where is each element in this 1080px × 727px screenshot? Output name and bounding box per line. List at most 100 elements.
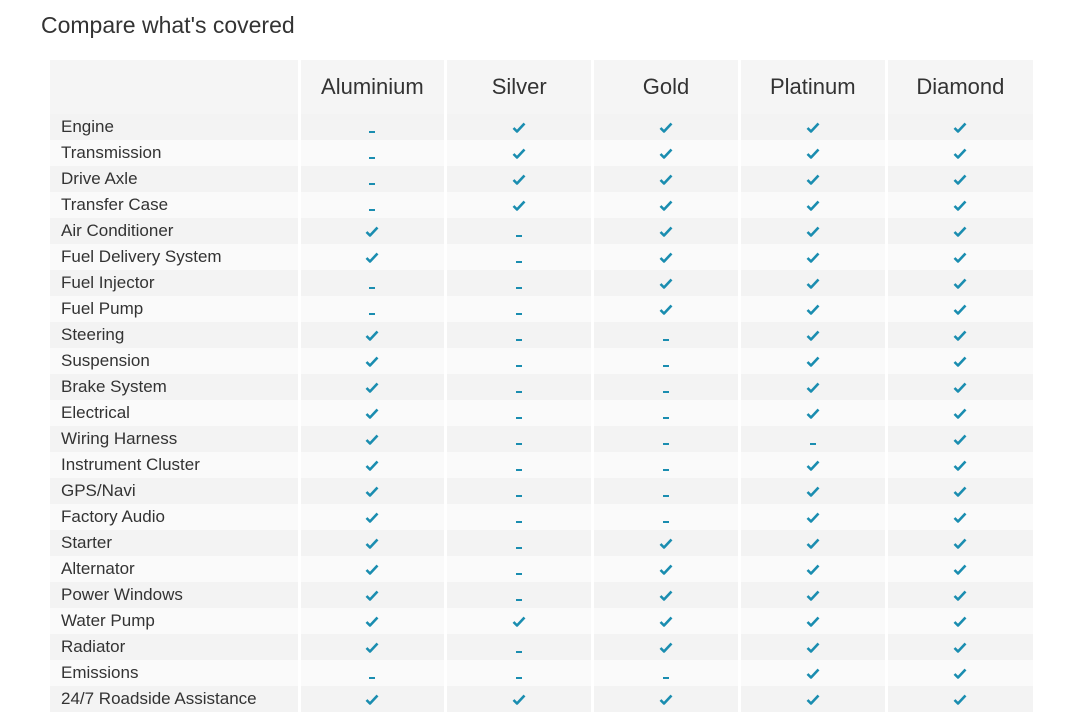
row-label: Transmission (50, 140, 299, 166)
row-label: 24/7 Roadside Assistance (50, 686, 299, 712)
table-row: Suspension (50, 348, 1033, 374)
coverage-cell (591, 192, 740, 218)
coverage-cell (737, 114, 887, 140)
coverage-cell (737, 244, 887, 270)
coverage-cell (591, 478, 740, 504)
coverage-cell (297, 504, 446, 530)
coverage-cell (737, 140, 887, 166)
coverage-cell (737, 192, 887, 218)
dash-icon (662, 494, 669, 497)
table-row: Alternator (50, 556, 1033, 582)
check-icon (806, 304, 820, 315)
check-icon (806, 408, 820, 419)
check-icon (806, 564, 820, 575)
coverage-cell (297, 452, 446, 478)
check-shape (365, 694, 379, 705)
check-shape (806, 512, 820, 523)
coverage-cell (591, 504, 740, 530)
check-shape (659, 278, 673, 289)
check-shape (953, 200, 967, 211)
header-row: Aluminium Silver Gold Platinum Diamond (50, 60, 1033, 114)
check-shape (953, 226, 967, 237)
row-label: Fuel Pump (50, 296, 299, 322)
coverage-cell (737, 556, 887, 582)
row-label: Starter (50, 530, 299, 556)
coverage-cell (444, 426, 593, 452)
row-label: Power Windows (50, 582, 299, 608)
check-shape (365, 434, 379, 445)
coverage-cell (884, 686, 1033, 712)
table-row: Electrical (50, 400, 1033, 426)
coverage-cell (884, 166, 1033, 192)
check-icon (806, 200, 820, 211)
coverage-cell (444, 140, 593, 166)
check-icon (365, 252, 379, 263)
check-shape (953, 408, 967, 419)
check-icon (806, 694, 820, 705)
row-label: Emissions (50, 660, 299, 686)
check-icon (806, 460, 820, 471)
check-icon (806, 512, 820, 523)
table-row: Brake System (50, 374, 1033, 400)
coverage-cell (297, 478, 446, 504)
check-shape (953, 356, 967, 367)
row-label: Electrical (50, 400, 299, 426)
check-icon (953, 642, 967, 653)
check-icon (659, 642, 673, 653)
coverage-cell (444, 374, 593, 400)
coverage-cell (884, 582, 1033, 608)
check-icon (365, 616, 379, 627)
check-shape (512, 616, 526, 627)
dash-icon (516, 312, 523, 315)
check-icon (953, 356, 967, 367)
check-shape (953, 278, 967, 289)
table-row: Drive Axle (50, 166, 1033, 192)
check-shape (806, 148, 820, 159)
check-icon (953, 200, 967, 211)
check-icon (365, 226, 379, 237)
coverage-cell (884, 296, 1033, 322)
coverage-cell (444, 582, 593, 608)
check-shape (365, 486, 379, 497)
check-shape (365, 538, 379, 549)
check-shape (512, 174, 526, 185)
row-label: Fuel Delivery System (50, 244, 299, 270)
coverage-cell (884, 400, 1033, 426)
check-icon (365, 460, 379, 471)
check-shape (953, 252, 967, 263)
check-shape (806, 460, 820, 471)
column-header: Gold (591, 60, 740, 114)
dash-icon (369, 182, 376, 185)
check-icon (953, 590, 967, 601)
check-icon (806, 278, 820, 289)
coverage-cell (297, 140, 446, 166)
coverage-cell (297, 192, 446, 218)
check-shape (512, 148, 526, 159)
check-icon (365, 382, 379, 393)
coverage-cell (737, 504, 887, 530)
check-shape (806, 304, 820, 315)
coverage-cell (444, 504, 593, 530)
coverage-cell (737, 660, 887, 686)
check-icon (806, 538, 820, 549)
check-icon (953, 668, 967, 679)
column-header: Silver (444, 60, 593, 114)
check-shape (953, 590, 967, 601)
row-label: Radiator (50, 634, 299, 660)
coverage-cell (737, 452, 887, 478)
check-shape (806, 174, 820, 185)
check-shape (659, 538, 673, 549)
check-shape (953, 694, 967, 705)
coverage-cell (884, 218, 1033, 244)
coverage-cell (737, 400, 887, 426)
check-shape (659, 226, 673, 237)
check-icon (365, 356, 379, 367)
check-icon (512, 200, 526, 211)
column-header: Aluminium (297, 60, 446, 114)
coverage-cell (444, 114, 593, 140)
check-icon (659, 616, 673, 627)
coverage-cell (737, 374, 887, 400)
coverage-cell (737, 426, 887, 452)
check-shape (365, 460, 379, 471)
coverage-cell (591, 608, 740, 634)
